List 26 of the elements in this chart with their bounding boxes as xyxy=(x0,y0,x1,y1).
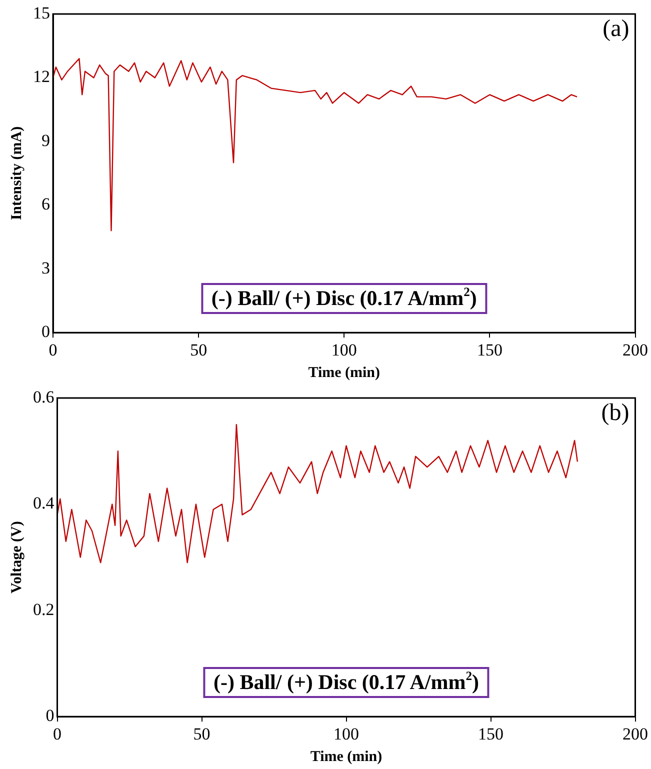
annotation: (b) xyxy=(601,400,630,427)
x-axis-title: Time (min) xyxy=(308,364,380,381)
x-tick-label: 100 xyxy=(334,724,359,744)
y-tick-label: 0.4 xyxy=(33,494,55,513)
x-axis-title: Time (min) xyxy=(310,748,382,765)
y-tick-label: 3 xyxy=(42,258,50,278)
x-tick-label: 200 xyxy=(622,724,648,744)
y-tick-label: 6 xyxy=(42,194,50,214)
y-axis-title: Voltage (V) xyxy=(8,521,25,594)
x-tick-label: 150 xyxy=(476,340,502,360)
y-tick-label: 0.6 xyxy=(33,387,54,406)
annotation: (-) Ball/ (+) Disc (0.17 A/mm$^{2}$) xyxy=(201,282,487,314)
annotation: (a) xyxy=(602,16,630,43)
x-tick-label: 200 xyxy=(622,340,648,360)
x-tick-label: 50 xyxy=(193,724,210,744)
x-tick-label: 50 xyxy=(190,340,208,360)
y-tick-label: 0 xyxy=(46,706,54,726)
y-tick-label: 0.2 xyxy=(33,600,54,619)
y-tick-label: 9 xyxy=(42,130,50,150)
y-tick-label: 12 xyxy=(33,67,50,86)
y-tick-label: 15 xyxy=(33,3,50,22)
y-tick-label: 0 xyxy=(42,322,50,342)
y-axis-title: Intensity (mA) xyxy=(8,126,25,220)
annotation: (-) Ball/ (+) Disc (0.17 A/mm$^{2}$) xyxy=(203,666,490,698)
x-tick-label: 100 xyxy=(331,340,357,360)
x-tick-label: 150 xyxy=(478,724,504,744)
